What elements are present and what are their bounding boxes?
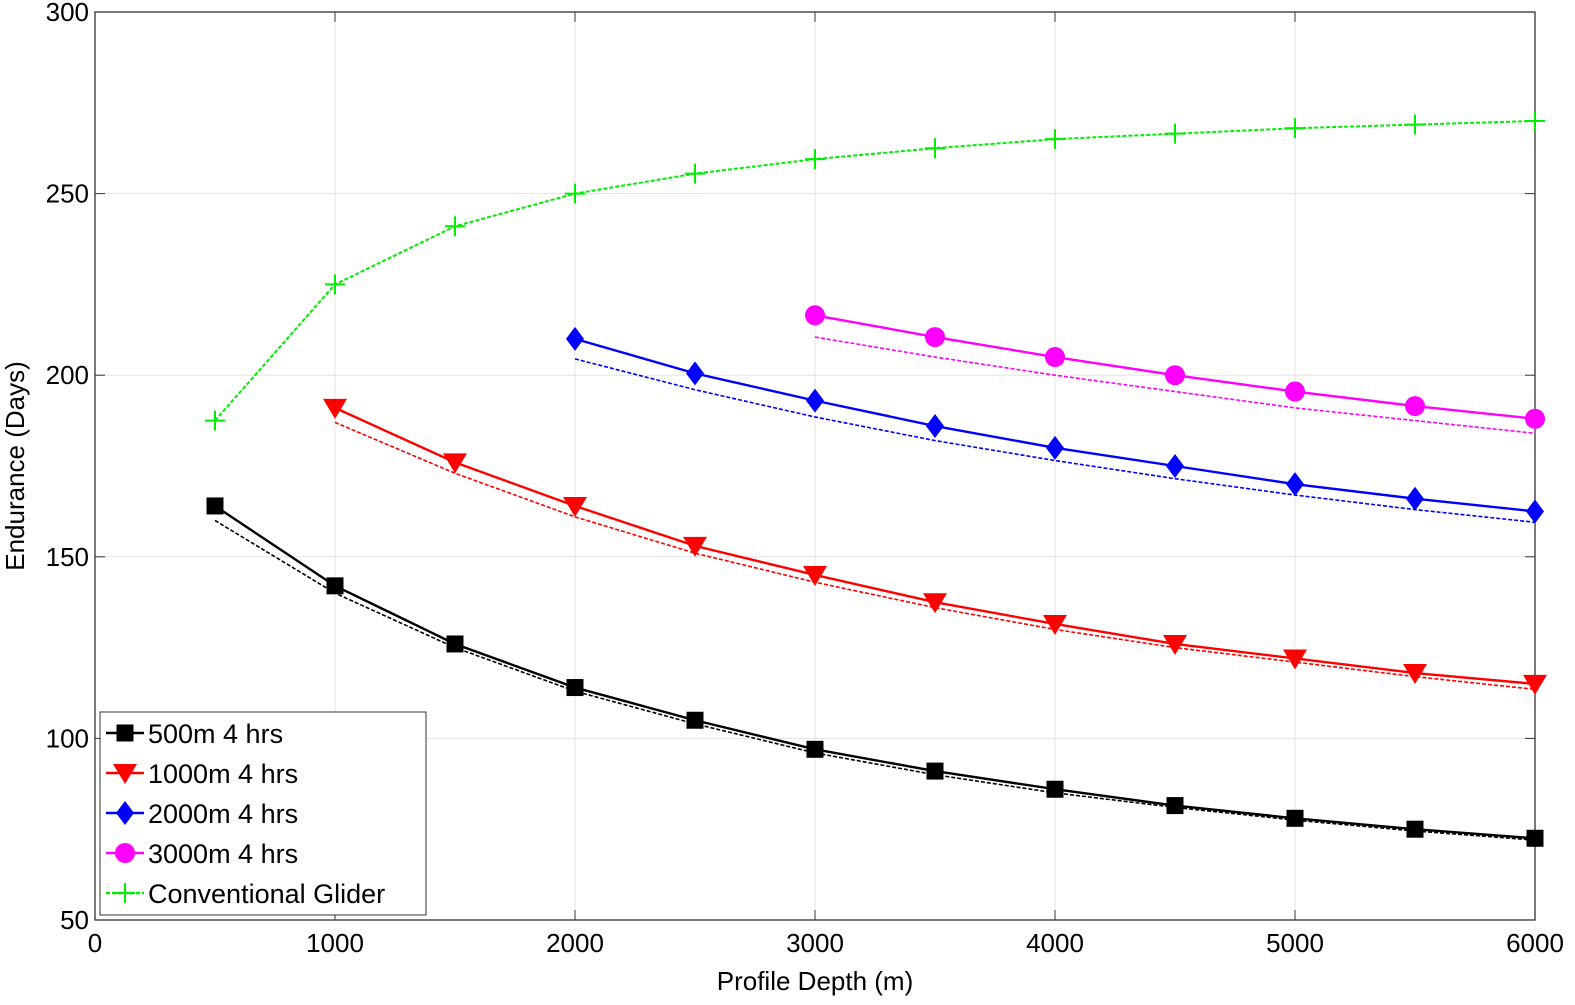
series-5-point bbox=[1405, 114, 1425, 135]
series-5-point bbox=[325, 274, 345, 295]
series-3-point bbox=[1526, 499, 1544, 524]
series-2-point bbox=[1043, 614, 1067, 635]
series-2-point bbox=[1403, 664, 1427, 685]
series-2-point bbox=[683, 536, 707, 557]
x-tick-label: 5000 bbox=[1266, 928, 1324, 958]
series-4-point bbox=[1165, 365, 1185, 386]
series-3-point bbox=[1406, 486, 1424, 511]
series-2-point bbox=[1283, 649, 1307, 670]
series-3 bbox=[566, 326, 1544, 524]
series-5-point bbox=[1165, 123, 1185, 144]
legend-box bbox=[99, 711, 427, 916]
series-2-point bbox=[803, 565, 827, 586]
series-5-point bbox=[925, 138, 945, 159]
legend-item-3: 2000m 4 hrs bbox=[106, 799, 298, 829]
series-4-point bbox=[1285, 381, 1305, 402]
series-4-dashed-line bbox=[814, 336, 1536, 435]
series-1-point bbox=[446, 635, 464, 653]
legend-label: 500m 4 hrs bbox=[148, 719, 283, 749]
series-5-point bbox=[1525, 110, 1545, 131]
series-1-point bbox=[1406, 820, 1424, 838]
y-tick-label: 200 bbox=[46, 360, 89, 390]
series bbox=[205, 110, 1547, 847]
legend-marker bbox=[116, 724, 134, 742]
x-tick-label: 4000 bbox=[1026, 928, 1084, 958]
series-3-point bbox=[1166, 454, 1184, 478]
series-1-point bbox=[926, 762, 944, 780]
series-1-point bbox=[1286, 809, 1304, 827]
legend-item-1: 500m 4 hrs bbox=[106, 719, 283, 749]
series-2-point bbox=[563, 496, 587, 517]
series-4-point bbox=[1045, 347, 1065, 368]
series-3-point bbox=[1286, 472, 1304, 497]
series-1 bbox=[206, 497, 1544, 847]
series-1-point bbox=[806, 740, 824, 758]
y-tick-label: 100 bbox=[46, 723, 89, 753]
series-1-point bbox=[1046, 780, 1064, 798]
series-4-point bbox=[925, 327, 945, 348]
legend-label: Conventional Glider bbox=[148, 879, 385, 909]
series-5-point bbox=[1045, 129, 1065, 150]
y-tick-label: 300 bbox=[46, 0, 89, 27]
series-5-point bbox=[805, 149, 825, 170]
legend-item-5: Conventional Glider bbox=[106, 879, 385, 909]
series-5-point bbox=[205, 410, 225, 431]
y-tick-label: 150 bbox=[46, 542, 89, 572]
series-1-dashed-line bbox=[214, 519, 1536, 841]
series-2-point bbox=[323, 398, 347, 419]
series-2-point bbox=[1163, 634, 1187, 655]
series-2-dashed-line bbox=[334, 421, 1536, 691]
x-axis-label: Profile Depth (m) bbox=[717, 966, 914, 996]
legend-item-2: 1000m 4 hrs bbox=[106, 759, 298, 789]
legend-marker bbox=[115, 883, 135, 903]
series-2 bbox=[323, 398, 1547, 695]
series-4-point bbox=[1405, 396, 1425, 417]
series-1-point bbox=[566, 679, 584, 697]
series-3-point bbox=[806, 388, 824, 413]
x-tick-label: 6000 bbox=[1506, 928, 1564, 958]
series-1-point bbox=[206, 497, 224, 515]
x-tick-label: 2000 bbox=[546, 928, 604, 958]
x-tick-label: 3000 bbox=[786, 928, 844, 958]
x-tick-label: 0 bbox=[88, 928, 102, 958]
series-1-line bbox=[214, 504, 1536, 840]
series-2-point bbox=[923, 593, 947, 614]
legend: 500m 4 hrs 1000m 4 hrs 2000m 4 hrs 3000m 4 … bbox=[99, 711, 427, 916]
series-3-point bbox=[1046, 435, 1064, 460]
legend-label: 2000m 4 hrs bbox=[148, 799, 298, 829]
legend-marker bbox=[113, 764, 137, 784]
legend-marker bbox=[115, 843, 135, 863]
y-axis-label: Endurance (Days) bbox=[0, 361, 30, 571]
series-3-point bbox=[686, 361, 704, 386]
series-5 bbox=[205, 110, 1545, 431]
series-5-point bbox=[445, 216, 465, 237]
series-5-line bbox=[214, 119, 1536, 422]
legend-label: 3000m 4 hrs bbox=[148, 839, 298, 869]
series-1-point bbox=[1526, 829, 1544, 847]
y-tick-label: 50 bbox=[60, 905, 89, 935]
series-4 bbox=[805, 305, 1545, 435]
series-4-point bbox=[805, 305, 825, 326]
series-1-point bbox=[686, 711, 704, 729]
axis-ticks: 0 1000 2000 3000 4000 5000 6000 50 100 150 200 250 3… bbox=[46, 0, 1564, 958]
series-2-point bbox=[1523, 674, 1547, 695]
legend-marker bbox=[116, 801, 134, 825]
legend-label: 1000m 4 hrs bbox=[148, 759, 298, 789]
legend-item-4: 3000m 4 hrs bbox=[106, 839, 298, 869]
series-3-point bbox=[566, 326, 584, 351]
x-tick-label: 1000 bbox=[306, 928, 364, 958]
series-2-point bbox=[443, 453, 467, 474]
series-5-point bbox=[565, 183, 585, 204]
series-1-point bbox=[1166, 797, 1184, 815]
series-3-point bbox=[926, 414, 944, 439]
series-5-point bbox=[685, 163, 705, 184]
series-4-point bbox=[1525, 408, 1545, 429]
series-3-dashed-line bbox=[574, 358, 1536, 524]
series-1-point bbox=[326, 577, 344, 595]
y-tick-label: 250 bbox=[46, 179, 89, 209]
series-5-point bbox=[1285, 118, 1305, 139]
